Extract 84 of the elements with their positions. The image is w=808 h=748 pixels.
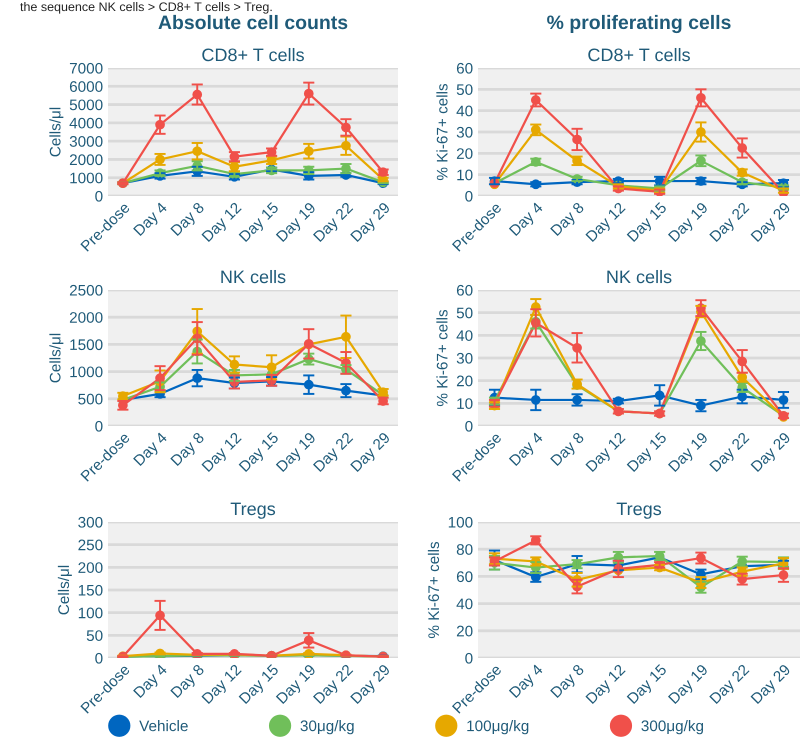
y-tick-label: 0 [465, 652, 473, 664]
y-tick-label: 0 [95, 652, 103, 664]
y-tick-label: 100 [448, 516, 473, 528]
x-tick-label: Day 8 [550, 432, 587, 468]
legend-label: Vehicle [139, 720, 188, 732]
legend-label: 300μg/kg [641, 720, 704, 734]
y-axis-title: % Ki-67+ cells [436, 84, 448, 180]
y-tick-label: 80 [456, 544, 473, 555]
y-tick-label: 1000 [70, 366, 103, 378]
x-tick-label: Day 12 [585, 202, 628, 244]
x-tick-label: Day 29 [750, 202, 794, 244]
y-tick-label: 20 [456, 148, 473, 160]
chart-title: NK cells [607, 270, 672, 284]
y-tick-label: 60 [456, 284, 473, 296]
y-axis-title: % Ki-67+ cells [436, 310, 448, 406]
y-tick-label: 40 [456, 106, 473, 116]
y-tick-label: 150 [78, 584, 103, 596]
y-tick-label: 0 [465, 420, 473, 432]
y-tick-label: 100 [78, 608, 103, 618]
y-tick-label: 10 [457, 170, 473, 180]
x-tick-label: Day 15 [626, 664, 670, 706]
chart-subtitle: CD8+ T cells [202, 48, 304, 62]
y-tick-label: 1500 [70, 339, 103, 350]
y-tick-label: 60 [456, 62, 473, 74]
chart-title: NK cells [221, 270, 286, 284]
y-tick-label: 20 [456, 626, 473, 636]
x-tick-label: Day 8 [550, 664, 587, 700]
y-tick-label: 6000 [70, 81, 103, 92]
x-tick-label: Day 4 [508, 202, 546, 238]
x-tick-label: Day 15 [626, 432, 670, 474]
x-tick-label: Day 15 [626, 202, 670, 244]
y-tick-label: 1000 [70, 172, 103, 184]
y-axis-title: % Ki-67+ cells [428, 542, 440, 638]
y-tick-label: 20 [456, 376, 473, 386]
chart-subtitle: CD8+ T cells [588, 48, 690, 62]
y-tick-label: 10 [457, 398, 473, 410]
x-tick-label: Day 4 [133, 202, 170, 238]
y-axis-title: Cells/μl [49, 108, 64, 156]
y-tick-label: 0 [95, 420, 103, 432]
x-tick-label: Day 19 [668, 664, 710, 706]
x-tick-label: Day 4 [133, 432, 170, 468]
y-tick-label: 0 [95, 190, 103, 202]
x-tick-label: Day 19 [668, 202, 710, 244]
chart-title: Tregs [230, 502, 276, 519]
chart-title: Absolute cell counts [158, 14, 348, 30]
text: the sequence NK cells > CD8+ T cells > Treg. [20, 2, 272, 14]
x-tick-label: Day 4 [508, 432, 546, 468]
chart-title: % proliferating cells [547, 14, 731, 34]
y-tick-label: 5000 [70, 99, 103, 110]
x-tick-label: Day 4 [133, 664, 170, 700]
y-tick-label: 40 [456, 330, 473, 342]
chart-title: Tregs [616, 502, 662, 519]
x-tick-label: Day 12 [585, 432, 628, 474]
y-tick-label: 250 [78, 540, 103, 550]
y-tick-label: 30 [456, 126, 473, 138]
y-tick-label: 2000 [70, 154, 103, 166]
y-tick-label: 60 [456, 571, 473, 582]
y-tick-label: 50 [456, 84, 473, 96]
y-tick-label: 50 [456, 308, 473, 318]
y-tick-label: 500 [78, 394, 103, 404]
x-tick-label: Day 8 [550, 202, 587, 238]
x-tick-label: Day 4 [508, 664, 546, 700]
x-tick-label: Day 29 [750, 664, 794, 706]
y-tick-label: 4000 [70, 118, 103, 129]
x-tick-label: Day 22 [709, 664, 752, 706]
legend-label: 100μg/kg [467, 720, 528, 734]
x-tick-label: Day 19 [668, 432, 710, 474]
y-tick-label: 2000 [70, 312, 103, 323]
y-tick-label: 3000 [70, 136, 103, 147]
y-axis-title: Cells/μl [58, 566, 72, 614]
y-tick-label: 0 [465, 190, 473, 202]
x-tick-label: Day 22 [709, 202, 752, 244]
x-tick-label: Day 29 [750, 432, 794, 474]
y-axis-title: Cells/μl [49, 334, 64, 382]
y-tick-label: 300 [78, 516, 103, 528]
y-tick-label: 2500 [70, 284, 103, 296]
y-tick-label: 30 [456, 352, 473, 364]
y-tick-label: 200 [78, 562, 103, 574]
legend-label: 30μg/kg [300, 720, 354, 734]
x-tick-label: Day 22 [709, 432, 752, 474]
y-tick-label: 40 [456, 598, 473, 610]
y-tick-label: 7000 [70, 62, 103, 74]
x-tick-label: Day 12 [585, 664, 628, 706]
y-tick-label: 50 [86, 630, 103, 642]
